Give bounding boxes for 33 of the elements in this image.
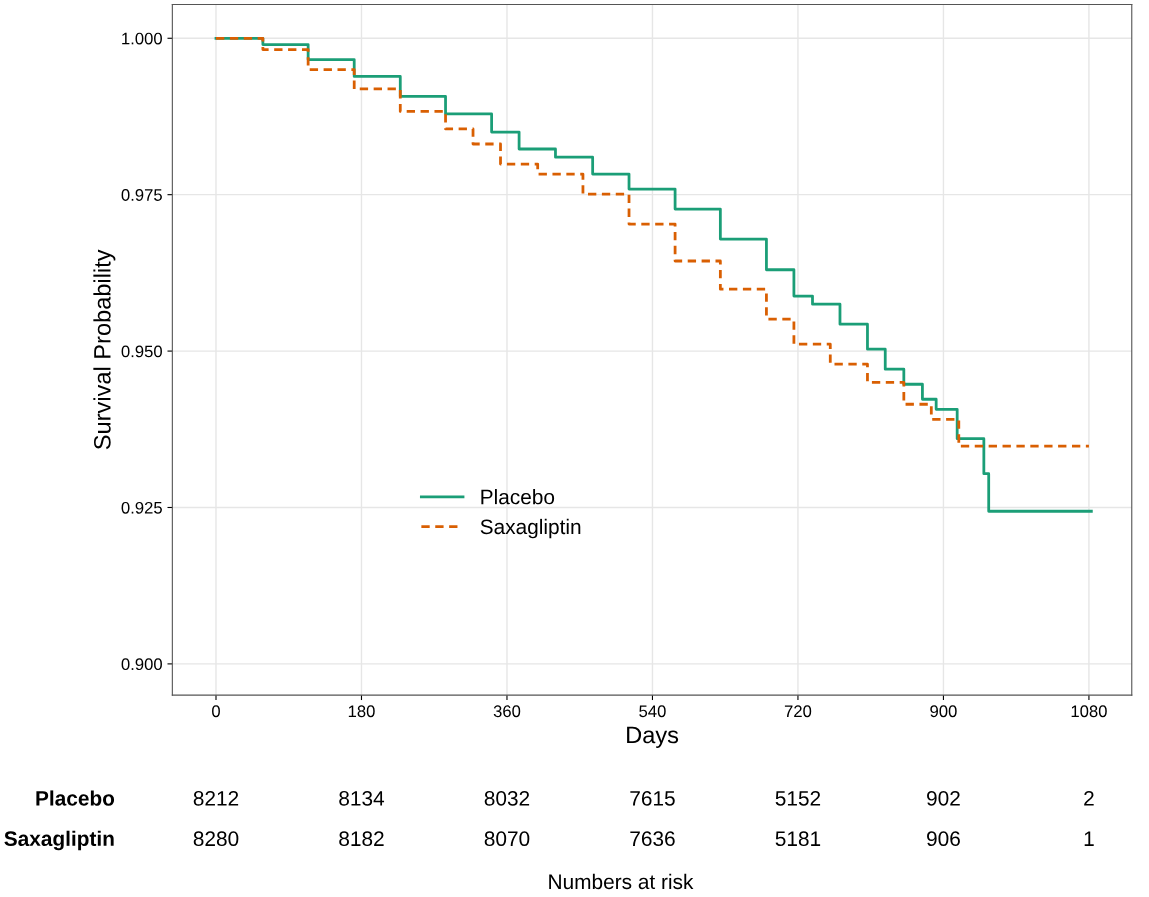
text: 8212 bbox=[193, 790, 239, 806]
text: 8032 bbox=[484, 790, 530, 806]
y-tick-label: 0.925 bbox=[121, 501, 162, 514]
text: 1 bbox=[1084, 831, 1094, 846]
y-axis-title: Survival Probability bbox=[93, 249, 116, 450]
text: 7636 bbox=[630, 831, 675, 847]
legend-label: Saxagliptin bbox=[480, 518, 581, 539]
y-tick-label: 0.900 bbox=[121, 658, 162, 671]
text: 2 bbox=[1084, 790, 1094, 806]
y-tick-label: 0.975 bbox=[121, 189, 162, 201]
text: 5152 bbox=[775, 790, 821, 806]
x-axis-title: Days bbox=[627, 726, 679, 748]
text: 7615 bbox=[630, 790, 675, 806]
x-tick-label: 900 bbox=[930, 705, 957, 718]
y-tick-label: 0.950 bbox=[121, 345, 162, 358]
text: 8182 bbox=[339, 831, 384, 847]
x-tick-label: 180 bbox=[348, 705, 375, 718]
x-tick-label: 360 bbox=[493, 705, 521, 718]
text: 902 bbox=[927, 790, 960, 806]
text: 5181 bbox=[775, 831, 821, 847]
text: Saxagliptin bbox=[4, 830, 114, 851]
x-tick-label: 0 bbox=[212, 705, 220, 718]
text: 8280 bbox=[193, 831, 239, 847]
y-tick-label: 1.000 bbox=[122, 32, 162, 45]
text: 906 bbox=[927, 831, 960, 847]
text: Numbers at risk bbox=[549, 873, 694, 890]
text: Placebo bbox=[36, 790, 115, 806]
x-tick-label: 540 bbox=[639, 705, 666, 718]
legend-label: Placebo bbox=[481, 489, 555, 505]
x-tick-label: 720 bbox=[784, 705, 812, 718]
x-tick-label: 1080 bbox=[1071, 705, 1107, 718]
text: 8070 bbox=[484, 831, 530, 847]
text: 8134 bbox=[339, 790, 385, 806]
